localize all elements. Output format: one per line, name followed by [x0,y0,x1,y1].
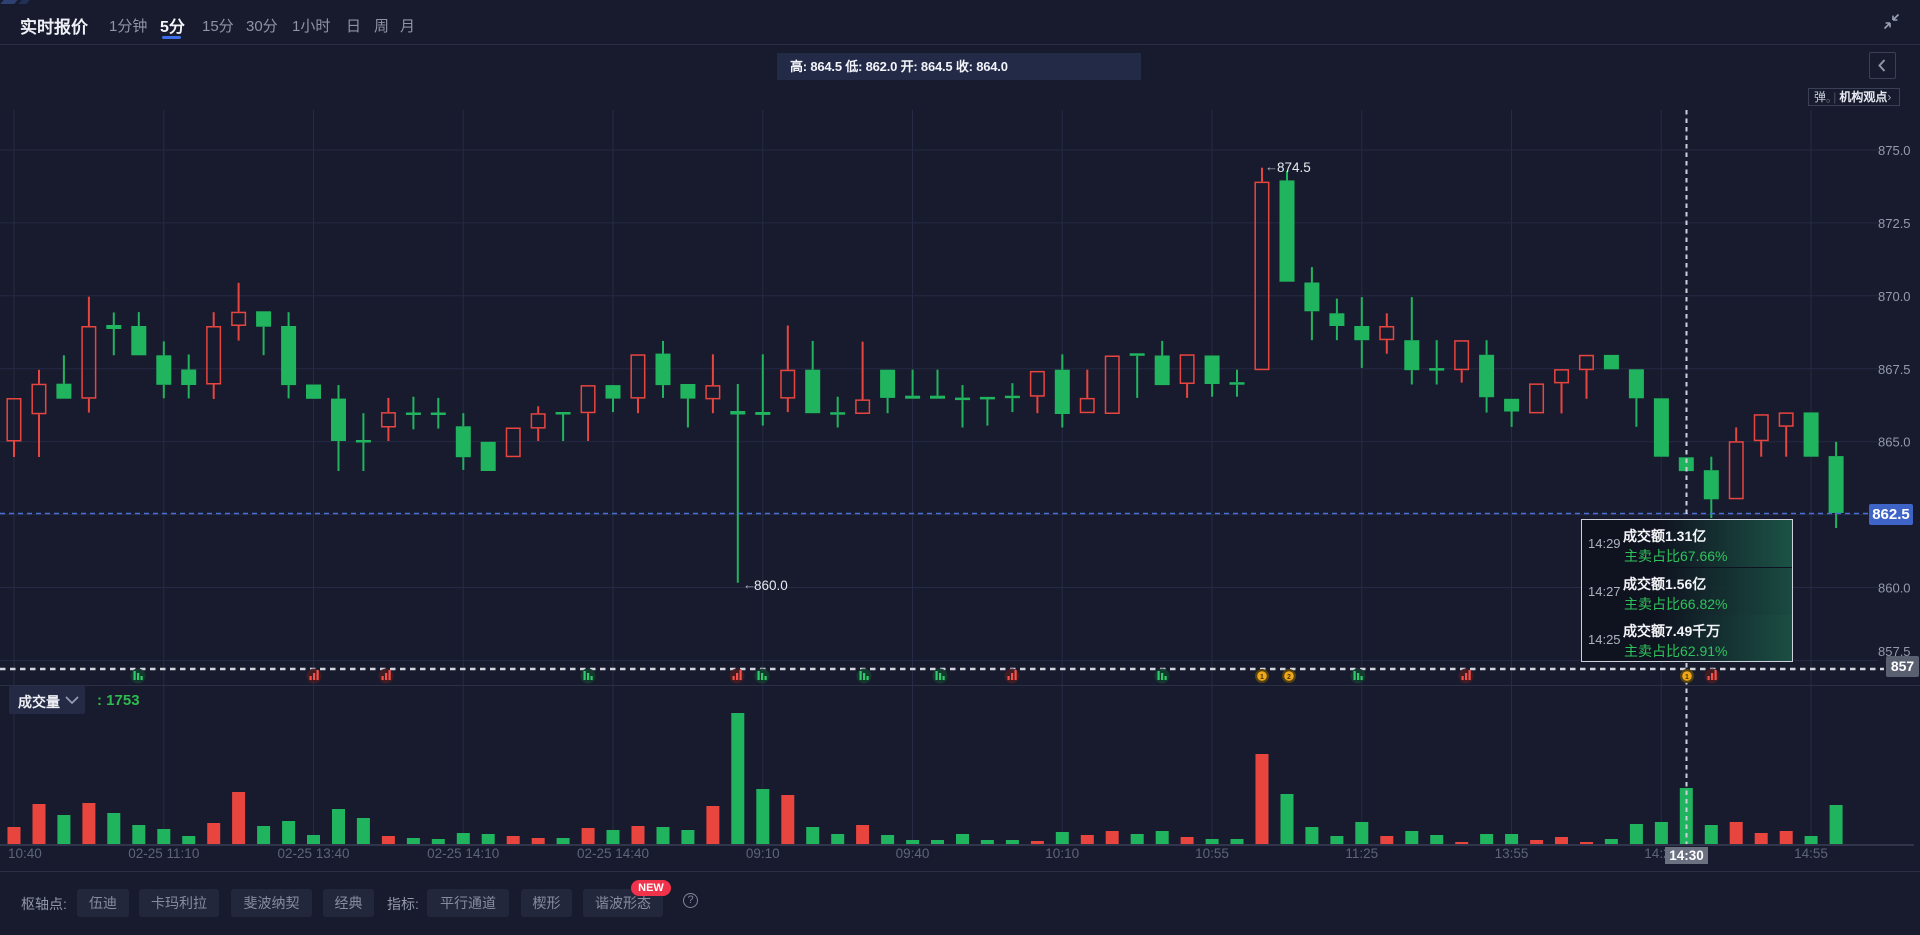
svg-text:867.5: 867.5 [1878,362,1911,377]
svg-text:←: ← [1265,159,1278,174]
svg-text:14:55: 14:55 [1794,846,1828,861]
svg-text:870.0: 870.0 [1878,289,1911,304]
svg-text:02-25 14:10: 02-25 14:10 [427,846,499,861]
svg-text:860.0: 860.0 [754,578,788,593]
svg-text:10:40: 10:40 [8,846,42,861]
svg-text:11:25: 11:25 [1345,846,1378,861]
svg-text:09:40: 09:40 [896,846,930,861]
svg-text:875.0: 875.0 [1878,143,1911,158]
svg-text:874.5: 874.5 [1277,160,1311,175]
svg-text:1: 1 [1685,674,1689,681]
svg-text:←: ← [743,577,756,592]
svg-text:857.5: 857.5 [1878,644,1911,659]
svg-text:872.5: 872.5 [1878,216,1911,231]
svg-text:2: 2 [1287,674,1291,681]
svg-text:02-25 11:10: 02-25 11:10 [128,846,199,861]
svg-text:10:55: 10:55 [1195,846,1229,861]
svg-text:13:55: 13:55 [1495,846,1529,861]
svg-text:09:10: 09:10 [746,846,780,861]
svg-text:865.0: 865.0 [1878,435,1911,450]
svg-text:02-25 14:40: 02-25 14:40 [577,846,649,861]
svg-text:1: 1 [1260,674,1264,681]
svg-text:02-25 13:40: 02-25 13:40 [277,846,349,861]
svg-text:10:10: 10:10 [1045,846,1079,861]
svg-text:860.0: 860.0 [1878,581,1911,596]
